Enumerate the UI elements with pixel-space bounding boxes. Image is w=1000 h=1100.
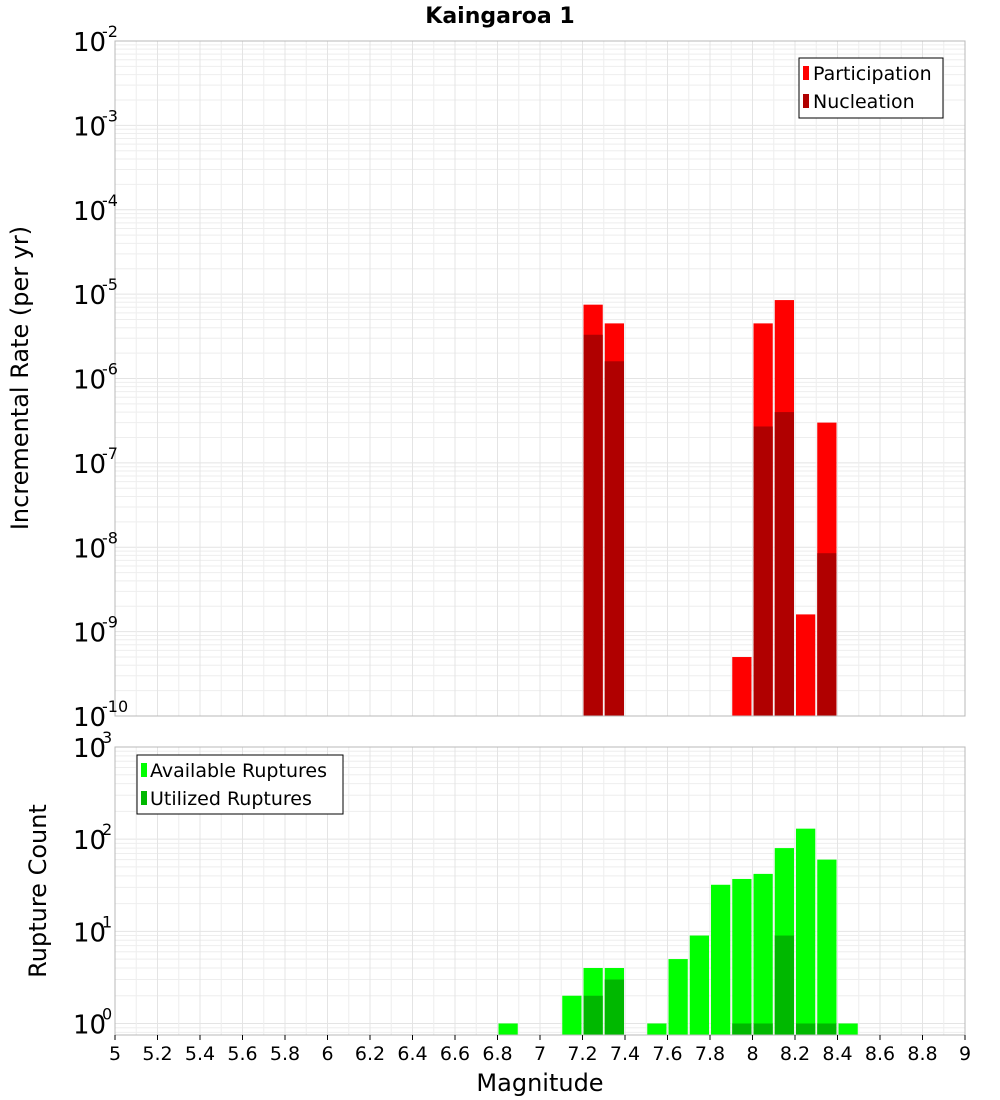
bottom-bar-utilized-ruptures bbox=[774, 935, 794, 1035]
top-bar-nucleation bbox=[753, 426, 773, 716]
x-tick-label: 7 bbox=[534, 1043, 546, 1065]
bottom-y-tick-label: 10 bbox=[73, 1010, 106, 1040]
x-tick-label: 7.4 bbox=[610, 1043, 640, 1065]
top-y-tick-label: 10 bbox=[73, 703, 106, 733]
x-tick-label: 6 bbox=[321, 1043, 333, 1065]
bottom-bar-available-ruptures bbox=[689, 935, 709, 1035]
top-y-tick-exponent: -3 bbox=[102, 106, 118, 125]
x-tick-label: 5.4 bbox=[185, 1043, 215, 1065]
bottom-legend-box bbox=[136, 754, 344, 815]
x-tick-label: 9 bbox=[959, 1043, 971, 1065]
bottom-y-tick-exponent: 2 bbox=[102, 820, 112, 839]
x-tick-label: 8 bbox=[746, 1043, 758, 1065]
bottom-bar-available-ruptures bbox=[796, 828, 816, 1035]
x-tick-label: 8.4 bbox=[822, 1043, 852, 1065]
bottom-y-tick-label: 10 bbox=[73, 826, 106, 856]
x-tick-label: 6.6 bbox=[440, 1043, 470, 1065]
legend-participation-label: Participation bbox=[813, 63, 932, 85]
top-legend-box bbox=[798, 57, 944, 119]
x-tick-label: 5 bbox=[109, 1043, 121, 1065]
x-tick-label: 8.8 bbox=[907, 1043, 937, 1065]
x-ticks: 5 5.2 5.4 5.6 5.8 6 6.2 6.4 6.6 6.8 7 7.2 7.4 7.6 7.8 8… bbox=[109, 1035, 971, 1065]
x-axis-label: Magnitude bbox=[476, 1069, 603, 1097]
bottom-bar-utilized-ruptures bbox=[732, 1023, 752, 1035]
bottom-bar-utilized-ruptures bbox=[796, 1023, 816, 1035]
bottom-y-tick-exponent: 0 bbox=[102, 1004, 112, 1023]
top-bar-nucleation bbox=[774, 412, 794, 716]
x-tick-label: 6.4 bbox=[397, 1043, 427, 1065]
top-bar-nucleation bbox=[604, 361, 624, 716]
top-bars bbox=[583, 300, 837, 716]
x-tick-label: 8.2 bbox=[780, 1043, 810, 1065]
bottom-bar-available-ruptures bbox=[732, 878, 752, 1035]
top-y-tick-label: 10 bbox=[73, 450, 106, 480]
bottom-y-tick-exponent: 1 bbox=[102, 912, 112, 931]
bottom-bar-available-ruptures bbox=[498, 1023, 518, 1035]
bottom-bar-available-ruptures bbox=[838, 1023, 858, 1035]
top-y-tick-exponent: -10 bbox=[102, 697, 128, 716]
top-y-ticks: 10-210-310-410-510-610-710-810-910-10 bbox=[73, 22, 128, 733]
top-legend: Participation Nucleation bbox=[798, 57, 944, 119]
bottom-bar-available-ruptures bbox=[753, 873, 773, 1035]
top-y-tick-label: 10 bbox=[73, 534, 106, 564]
x-tick-label: 6.8 bbox=[482, 1043, 512, 1065]
top-y-tick-exponent: -7 bbox=[102, 444, 118, 463]
top-y-tick-label: 10 bbox=[73, 197, 106, 227]
legend-utilized-swatch bbox=[141, 791, 147, 805]
x-tick-label: 5.6 bbox=[227, 1043, 257, 1065]
top-bar-participation bbox=[796, 614, 816, 716]
bottom-bar-available-ruptures bbox=[562, 995, 582, 1035]
legend-utilized-label: Utilized Ruptures bbox=[150, 788, 312, 810]
bottom-bar-utilized-ruptures bbox=[753, 1023, 773, 1035]
legend-available-swatch bbox=[141, 763, 147, 777]
top-y-tick-label: 10 bbox=[73, 281, 106, 311]
bottom-bar-utilized-ruptures bbox=[817, 1023, 837, 1035]
legend-nucleation-label: Nucleation bbox=[813, 91, 915, 113]
bottom-bar-available-ruptures bbox=[647, 1023, 667, 1035]
x-tick-label: 5.2 bbox=[142, 1043, 172, 1065]
x-tick-label: 7.2 bbox=[567, 1043, 597, 1065]
bottom-y-tick-label: 10 bbox=[73, 734, 106, 764]
bottom-bars bbox=[498, 828, 858, 1035]
bottom-bar-available-ruptures bbox=[668, 959, 688, 1035]
legend-participation-swatch bbox=[803, 66, 809, 80]
x-tick-label: 5.8 bbox=[270, 1043, 300, 1065]
top-y-tick-exponent: -4 bbox=[102, 191, 118, 210]
bottom-y-tick-exponent: 3 bbox=[102, 728, 112, 747]
top-y-tick-label: 10 bbox=[73, 112, 106, 142]
x-tick-label: 7.8 bbox=[695, 1043, 725, 1065]
top-bar-nucleation bbox=[583, 334, 603, 716]
top-bar-nucleation bbox=[817, 553, 837, 716]
top-y-axis-label: Incremental Rate (per yr) bbox=[6, 226, 34, 530]
top-plot-border bbox=[114, 40, 966, 717]
x-tick-label: 8.6 bbox=[865, 1043, 895, 1065]
bottom-bar-utilized-ruptures bbox=[604, 979, 624, 1035]
top-y-tick-exponent: -9 bbox=[102, 613, 118, 632]
bottom-legend: Available Ruptures Utilized Ruptures bbox=[136, 754, 344, 815]
bottom-bar-available-ruptures bbox=[817, 859, 837, 1035]
x-tick-label: 7.6 bbox=[652, 1043, 682, 1065]
top-panel: 10-210-310-410-510-610-710-810-910-10 In… bbox=[6, 22, 966, 733]
x-tick-label: 6.2 bbox=[355, 1043, 385, 1065]
top-y-tick-exponent: -6 bbox=[102, 360, 118, 379]
legend-available-label: Available Ruptures bbox=[150, 760, 327, 782]
legend-nucleation-swatch bbox=[803, 94, 809, 108]
top-bar-participation bbox=[732, 657, 752, 716]
bottom-y-tick-label: 10 bbox=[73, 918, 106, 948]
top-y-tick-exponent: -5 bbox=[102, 275, 118, 294]
top-y-tick-exponent: -8 bbox=[102, 528, 118, 547]
top-y-tick-label: 10 bbox=[73, 366, 106, 396]
bottom-y-axis-label: Rupture Count bbox=[24, 804, 52, 978]
bottom-bar-available-ruptures bbox=[711, 884, 731, 1035]
top-y-tick-label: 10 bbox=[73, 28, 106, 58]
top-y-tick-label: 10 bbox=[73, 619, 106, 649]
chart-title: Kaingaroa 1 bbox=[425, 4, 574, 29]
top-y-tick-exponent: -2 bbox=[102, 22, 118, 41]
top-grid bbox=[114, 41, 966, 717]
bottom-bar-utilized-ruptures bbox=[583, 995, 603, 1035]
